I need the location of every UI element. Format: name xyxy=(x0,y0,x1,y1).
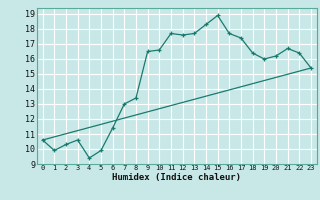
X-axis label: Humidex (Indice chaleur): Humidex (Indice chaleur) xyxy=(112,173,241,182)
